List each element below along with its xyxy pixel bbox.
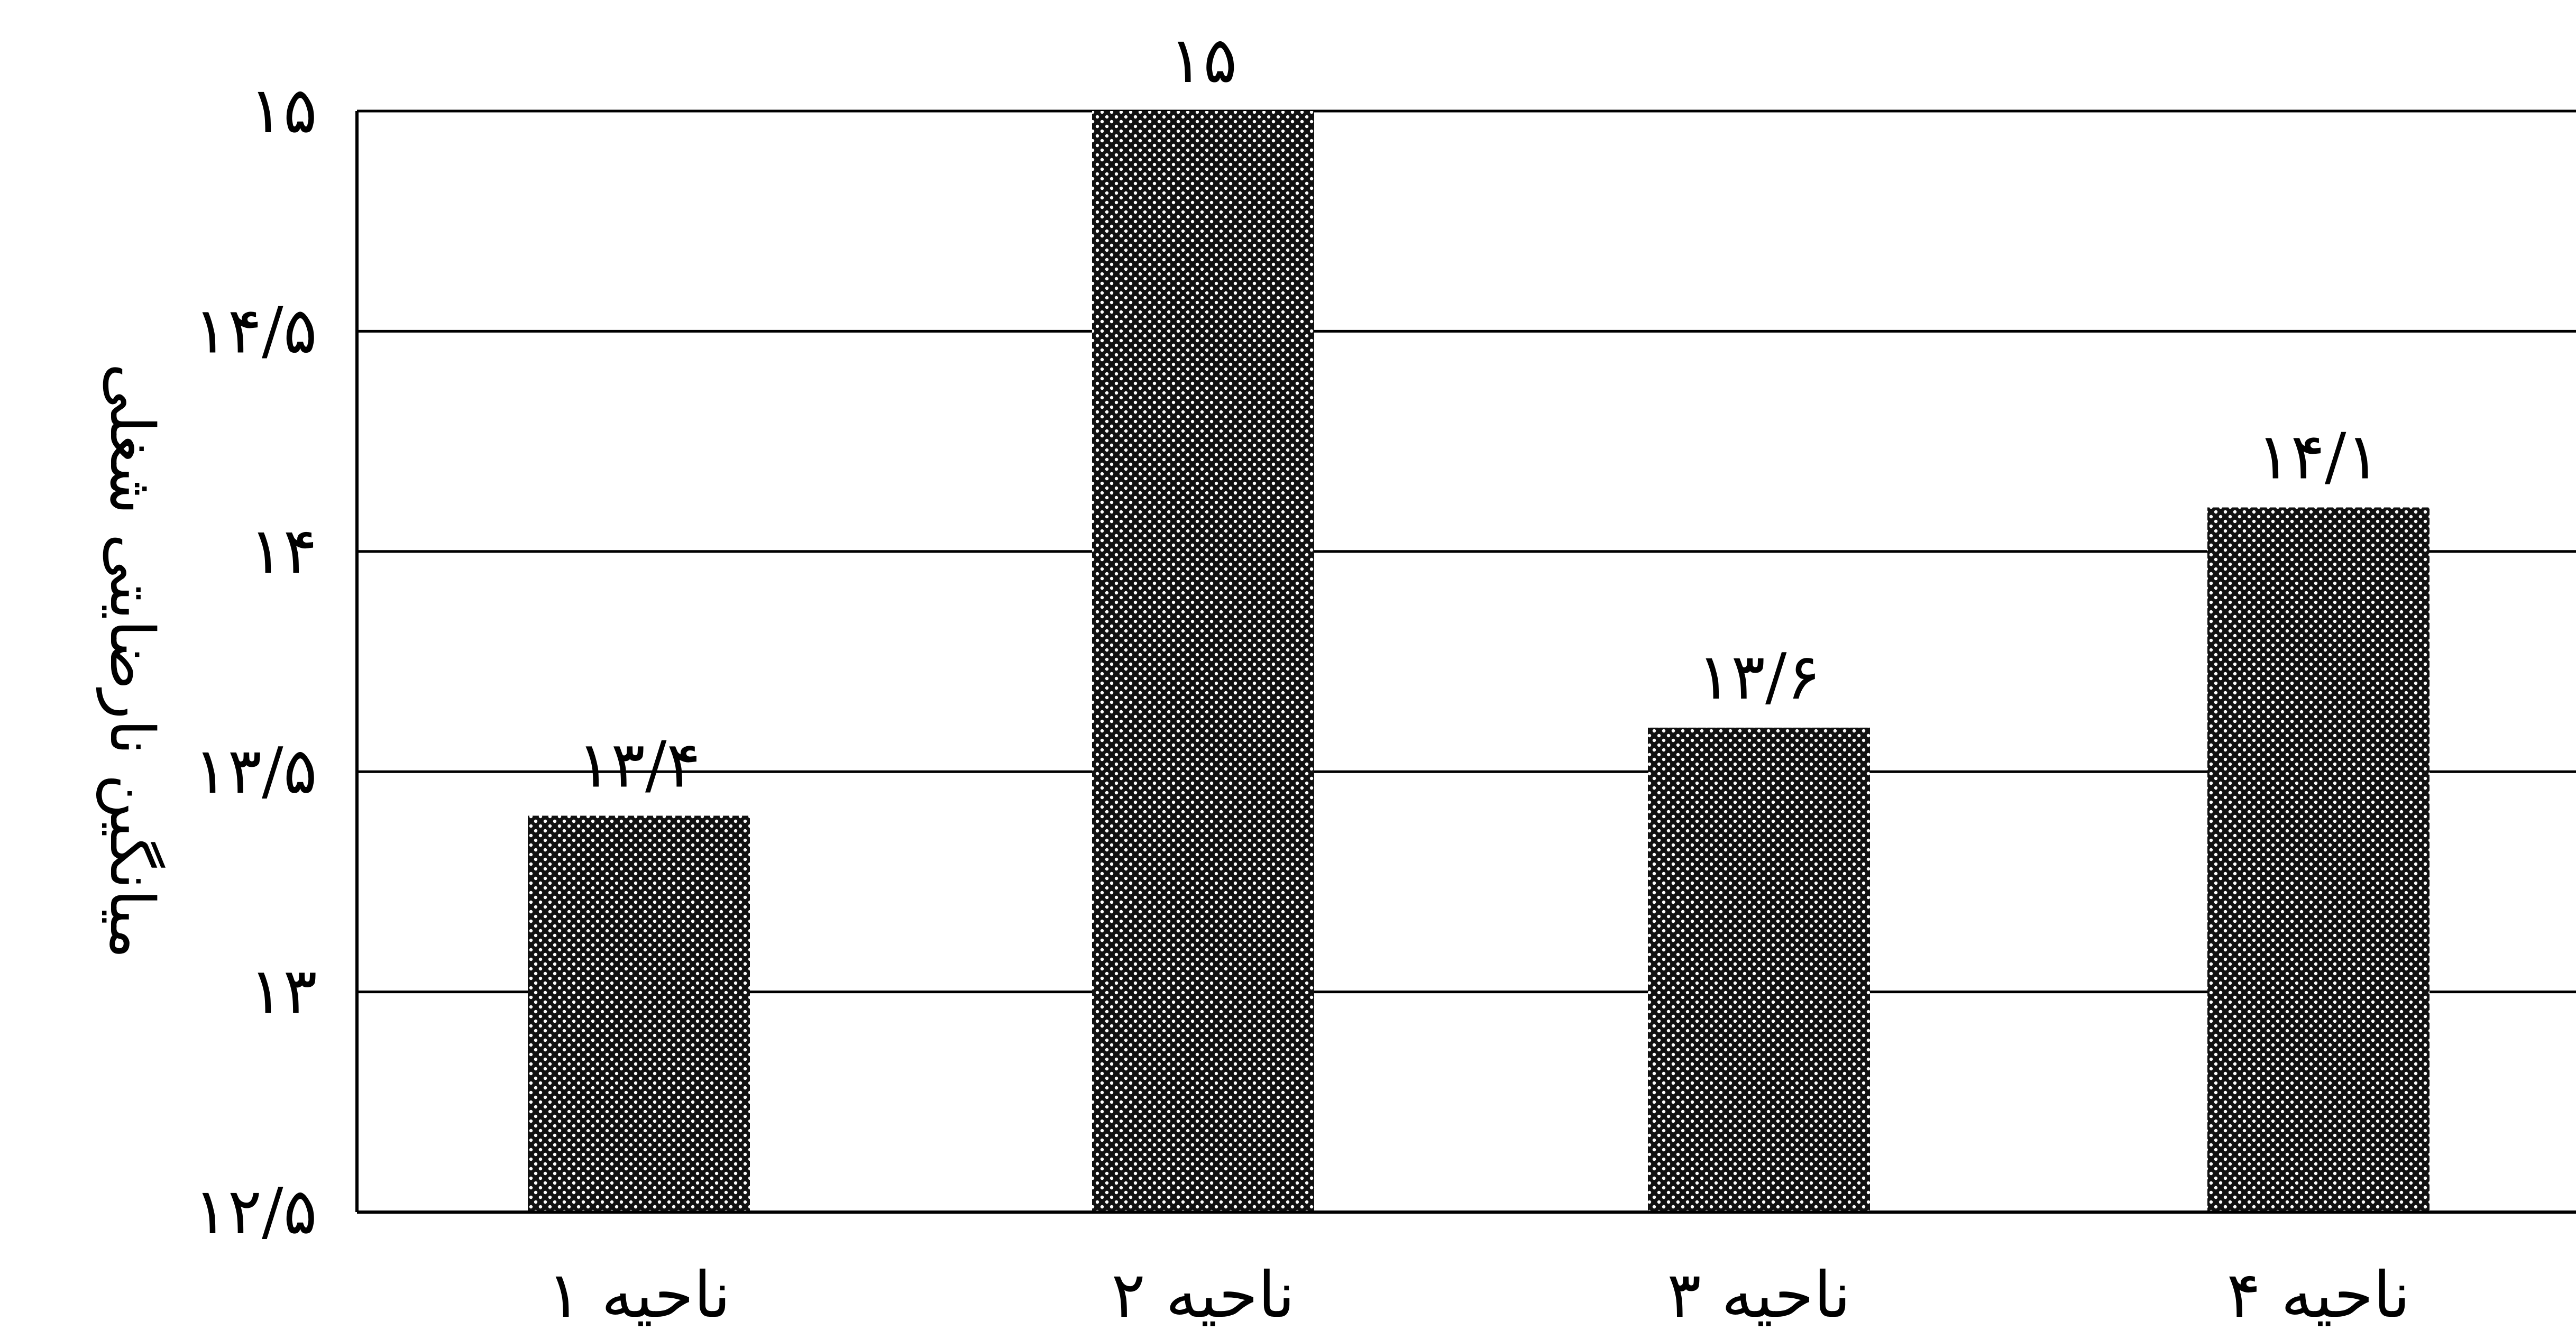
bars: [528, 111, 2430, 1212]
bar: [528, 815, 750, 1212]
y-tick-label: ۱۴/۵: [194, 294, 317, 368]
bar-value-label: ۱۳/۶: [1697, 640, 1821, 714]
y-tick-label: ۱۴: [249, 515, 317, 588]
category-label: ناحیه ۱: [547, 1259, 730, 1332]
y-axis-label: میانگین نارضایتی شغلی: [96, 363, 167, 959]
category-label: ناحیه ۴: [2226, 1259, 2410, 1332]
category-label: ناحیه ۲: [1111, 1259, 1295, 1332]
y-tick-label: ۱۳/۵: [194, 735, 317, 808]
bar-value-label: ۱۳/۴: [577, 728, 701, 802]
y-tick-label: ۱۲/۵: [194, 1175, 317, 1249]
bar: [1648, 727, 1870, 1212]
bar: [2207, 507, 2430, 1212]
bar-value-label: ۱۵: [1169, 24, 1237, 97]
category-label: ناحیه ۳: [1667, 1259, 1850, 1332]
axes: [355, 111, 2576, 1214]
y-tick-label: ۱۳: [249, 955, 317, 1029]
bar: [1092, 111, 1314, 1212]
y-tick-label: ۱۵: [249, 74, 317, 148]
labels: ۱۲/۵ ۱۳ ۱۳/۵ ۱۴ ۱۴/۵ ۱۵ ۱۳/۴ ناحیه ۱ ۱۵ ناحیه ۲ ۱۳…: [96, 24, 2410, 1332]
bar-value-label: ۱۴/۱: [2257, 420, 2380, 494]
